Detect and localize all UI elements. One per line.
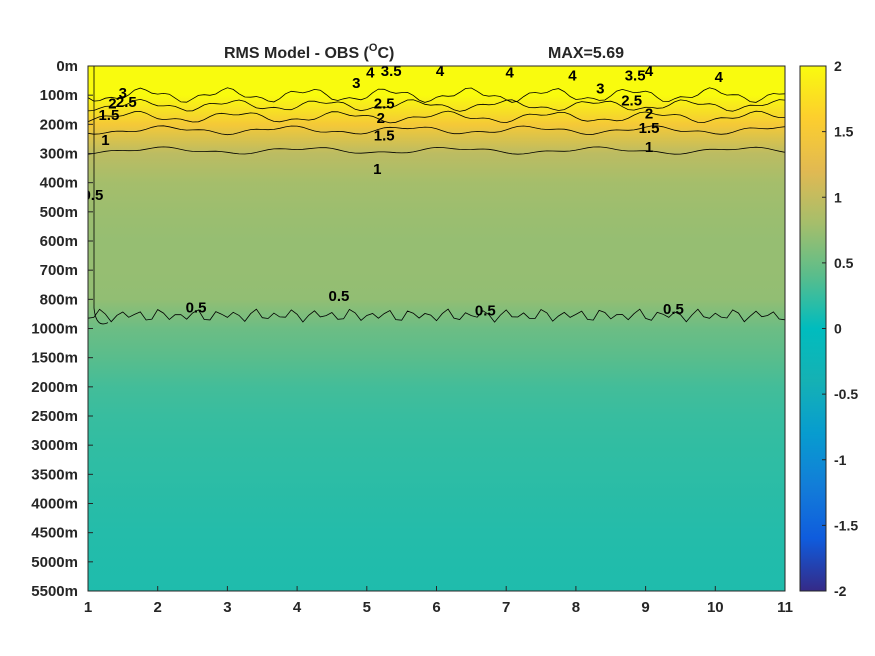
contour-label: 4 <box>506 65 515 82</box>
contour-label: 4 <box>715 69 724 86</box>
contour-label: 1.5 <box>374 127 395 144</box>
contour-label: 4 <box>436 63 445 80</box>
contour-line <box>88 125 785 136</box>
x-tick-label: 6 <box>432 599 440 616</box>
contour-label: 2.5 <box>374 95 395 112</box>
y-tick-label: 3000m <box>31 437 78 454</box>
contour-line <box>88 98 785 112</box>
contour-line <box>88 87 785 103</box>
y-tick-label: 1000m <box>31 321 78 338</box>
y-tick-label: 100m <box>40 87 78 104</box>
y-tick-label: 5500m <box>31 583 78 600</box>
contour-label: 2 <box>377 110 385 127</box>
colorbar-tick-label: 0.5 <box>834 255 854 271</box>
contour-label: 4 <box>568 68 577 85</box>
y-tick-label: 400m <box>40 175 78 192</box>
colorbar-tick-label: 0 <box>834 321 842 337</box>
contour-label: 3 <box>119 85 127 102</box>
contour-line <box>88 110 785 124</box>
title-superscript: O <box>369 42 378 54</box>
y-tick-label: 600m <box>40 233 78 250</box>
colorbar-tick-label: 1.5 <box>834 124 854 140</box>
colorbar-tick-label: -1 <box>834 452 847 468</box>
x-tick-label: 10 <box>707 599 724 616</box>
heatmap-field <box>88 66 785 591</box>
title-end: C) <box>377 45 394 62</box>
contour-label: 1.5 <box>639 120 660 137</box>
colorbar-axis: -2 -1.5 -1 -0.5 0 0.5 1 1.5 2 <box>822 58 858 599</box>
contour-line <box>93 66 109 325</box>
plot-area: 32.521.510.534 3.5 4 4 433.5 4 42.521.512.521.… <box>82 63 785 591</box>
x-tick-label: 8 <box>572 599 580 616</box>
contour-line <box>88 308 785 323</box>
contour-label: 3 <box>596 81 604 98</box>
contour-label: 2.5 <box>116 94 137 111</box>
x-axis: 1 2 3 4 5 6 7 8 9 10 11 <box>84 586 793 616</box>
contour-labels: 32.521.510.534 3.5 4 4 433.5 4 42.521.512.521.… <box>82 63 724 319</box>
contour-label: 1 <box>645 139 653 156</box>
y-tick-label: 500m <box>40 204 78 221</box>
contour-label: 0.5 <box>82 187 103 204</box>
colorbar-tick-label: 2 <box>834 58 842 74</box>
contour-label: 3 <box>352 75 360 92</box>
contour-label: 1 <box>101 132 109 149</box>
y-tick-label: 700m <box>40 262 78 279</box>
colorbar-tick-label: 1 <box>834 189 842 205</box>
contour-line <box>88 146 785 155</box>
y-axis: 0m 100m 200m 300m 400m 500m 600m 700m 800m 1000m 1… <box>31 58 93 600</box>
colorbar <box>799 65 827 592</box>
y-tick-label: 1500m <box>31 350 78 367</box>
contour-label: 0.5 <box>475 302 496 319</box>
contour-label: 2 <box>108 95 116 112</box>
contour-label: 2.5 <box>621 92 642 109</box>
y-tick-label: 200m <box>40 116 78 133</box>
chart-title: RMS Model - OBS (OC) <box>224 42 394 62</box>
x-tick-label: 7 <box>502 599 510 616</box>
y-tick-label: 800m <box>40 291 78 308</box>
contour-lines <box>88 66 785 325</box>
x-tick-label: 3 <box>223 599 231 616</box>
x-tick-label: 5 <box>363 599 371 616</box>
title-main: RMS Model - OBS ( <box>224 45 370 62</box>
y-tick-label: 0m <box>56 58 78 75</box>
contour-label: 0.5 <box>186 299 207 316</box>
contour-label: 1.5 <box>98 107 119 124</box>
contour-label: 3.5 <box>625 68 646 85</box>
x-tick-label: 2 <box>154 599 162 616</box>
x-tick-label: 1 <box>84 599 92 616</box>
colorbar-tick-label: -0.5 <box>834 386 858 402</box>
y-tick-label: 2000m <box>31 379 78 396</box>
y-tick-label: 3500m <box>31 466 78 483</box>
contour-label: 1 <box>373 161 381 178</box>
colorbar-tick-label: -2 <box>834 583 847 599</box>
contour-label: 4 <box>645 63 654 80</box>
contour-label: 0.5 <box>663 301 684 318</box>
y-tick-label: 2500m <box>31 408 78 425</box>
y-tick-label: 4000m <box>31 496 78 513</box>
x-tick-label: 4 <box>293 599 302 616</box>
contour-label: 0.5 <box>328 288 349 305</box>
y-tick-label: 4500m <box>31 525 78 542</box>
max-annotation: MAX=5.69 <box>548 45 624 62</box>
x-tick-label: 11 <box>777 599 793 616</box>
y-tick-label: 5000m <box>31 554 78 571</box>
contour-label: 4 <box>366 65 375 82</box>
y-tick-label: 300m <box>40 146 78 163</box>
x-tick-label: 9 <box>641 599 649 616</box>
contour-label: 2 <box>645 106 653 123</box>
contour-label: 3.5 <box>381 63 402 80</box>
colorbar-tick-label: -1.5 <box>834 517 858 533</box>
